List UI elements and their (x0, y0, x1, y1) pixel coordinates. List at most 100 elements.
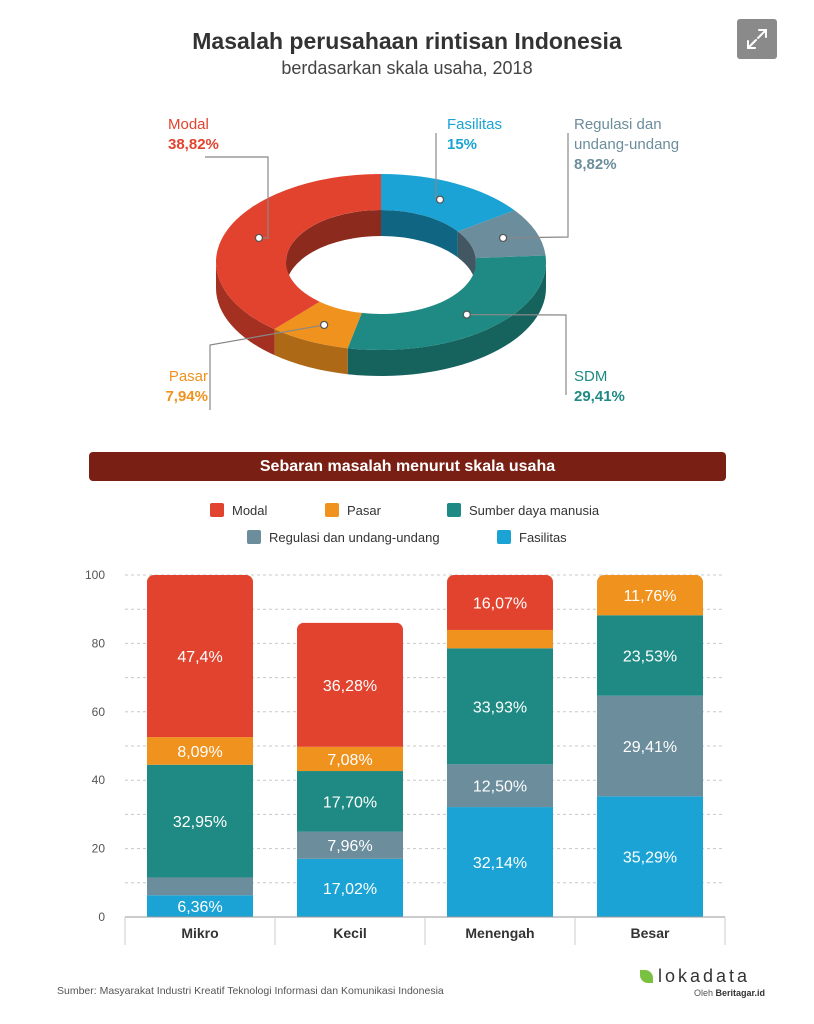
bar-value-label: 35,29% (623, 850, 677, 867)
donut-label-value: 38,82% (168, 136, 219, 153)
donut-label-sdm: SDM 29,41% (574, 367, 625, 407)
donut-slice-sdm (347, 255, 546, 350)
bar-value-label: 6,36% (177, 899, 222, 916)
donut-label-name: Pasar (168, 368, 208, 385)
donut-label-modal: Modal 38,82% (168, 115, 219, 155)
leaf-icon (640, 970, 653, 983)
bar-value-label: 33,93% (473, 699, 527, 716)
donut-label-fasilitas: Fasilitas 15% (447, 115, 502, 155)
legend-swatch-regulasi (247, 530, 261, 544)
bar-segment-sdm (447, 648, 553, 765)
legend-label: Regulasi dan undang-undang (269, 530, 440, 545)
donut-side-modal (216, 262, 275, 356)
bar-segment-fasilitas (597, 796, 703, 917)
donut-inner-regulasi (457, 231, 476, 285)
donut-label-value: 29,41% (574, 388, 625, 405)
bar-segment-sdm (147, 764, 253, 878)
donut-label-value: 8,82% (574, 156, 617, 173)
bar-value-label: 32,95% (173, 814, 227, 831)
chart-subtitle: berdasarkan skala usaha, 2018 (281, 58, 533, 78)
donut-label-name: Fasilitas (447, 116, 503, 133)
y-tick-label: 100 (85, 568, 105, 582)
brand-by-prefix: Oleh (693, 988, 713, 998)
donut-label-pasar: Pasar 7,94% (158, 367, 208, 407)
y-tick-label: 80 (92, 636, 106, 650)
bar-stack (447, 575, 553, 917)
bar-segment-modal (447, 575, 553, 630)
source-note: Sumber: Masyarakat Industri Kreatif Tekn… (57, 985, 444, 997)
donut-slice-pasar (274, 301, 362, 349)
bar-segment-fasilitas (147, 895, 253, 917)
x-tick-label: Kecil (333, 925, 366, 941)
bar-value-label: 16,07% (473, 595, 527, 612)
leader-line-sdm (466, 313, 567, 395)
bar-value-label: 7,96% (327, 838, 372, 855)
donut-label-name: Modal (168, 116, 209, 133)
y-tick-label: 60 (92, 705, 106, 719)
y-tick-label: 40 (92, 773, 106, 787)
brand-byline: Oleh Beritagar.id (640, 988, 765, 998)
legend-item-sdm: Sumber daya manusia (447, 503, 599, 519)
legend-swatch-sdm (447, 503, 461, 517)
bar-value-label: 47,4% (177, 649, 222, 666)
bar-segment-pasar (447, 629, 553, 649)
donut-side-pasar (274, 329, 348, 375)
chart-title: Masalah perusahaan rintisan Indonesia (192, 28, 622, 54)
donut-label-value: 15% (447, 136, 478, 153)
y-tick-label: 20 (92, 842, 106, 856)
donut-label-regulasi: Regulasi dan undang-undang 8,82% (574, 115, 679, 175)
bar-segment-sdm (597, 615, 703, 696)
bar-value-label: 23,53% (623, 648, 677, 665)
leader-dot-fasilitas (435, 195, 445, 204)
legend-label: Pasar (347, 503, 381, 518)
bar-stack (597, 575, 703, 917)
donut-inner-modal (286, 210, 381, 288)
leader-dot-regulasi (498, 233, 508, 243)
bar-value-label: 12,50% (473, 779, 527, 796)
legend-label: Fasilitas (519, 530, 567, 545)
donut-inner-fasilitas (381, 210, 458, 258)
leader-dot-pasar (320, 320, 329, 330)
legend-swatch-fasilitas (497, 530, 511, 544)
donut-label-name-line1: Regulasi dan (574, 116, 662, 133)
bar-segment-regulasi (447, 764, 553, 808)
leader-line-modal (205, 156, 269, 239)
bar-segment-regulasi (597, 695, 703, 797)
brand-name: lokadata (640, 966, 765, 987)
donut-label-value: 7,94% (165, 388, 208, 405)
bar-chart-title-banner: Sebaran masalah menurut skala usaha (89, 452, 726, 481)
brand-logo: lokadata Oleh Beritagar.id (640, 966, 765, 998)
brand-by-name: Beritagar.id (715, 988, 765, 998)
leader-dot-sdm (462, 310, 471, 319)
bar-segment-sdm (297, 771, 403, 832)
expand-button[interactable] (737, 19, 777, 59)
y-tick-label: 0 (98, 910, 105, 924)
donut-slice-fasilitas (381, 174, 515, 232)
donut-slice-modal (216, 174, 381, 330)
bar-value-label: 36,28% (323, 678, 377, 695)
x-tick-label: Mikro (181, 925, 218, 941)
donut-label-name: SDM (574, 368, 608, 385)
bar-value-label: 17,70% (323, 794, 377, 811)
legend-label: Modal (232, 503, 268, 518)
bar-stack (147, 575, 253, 917)
donut-side-sdm (347, 262, 546, 376)
legend-swatch-modal (210, 503, 224, 517)
stacked-bar-chart: 6,36% 32,95% 8,09% 47,4% 17,02% 7,96% 17,70% 7,… (85, 568, 726, 945)
brand-wordmark: lokadata (658, 966, 751, 986)
bar-value-label: 29,41% (623, 739, 677, 756)
bar-segment-modal (147, 575, 253, 738)
bar-segment-pasar (147, 737, 253, 765)
leader-dot-modal (254, 233, 264, 243)
bar-segment-pasar (297, 746, 403, 772)
legend-item-modal: Modal (210, 503, 267, 519)
expand-icon (747, 29, 767, 49)
legend-item-pasar: Pasar (325, 503, 381, 519)
legend-item-regulasi: Regulasi dan undang-undang (247, 530, 440, 546)
bar-segment-fasilitas (297, 858, 403, 917)
donut-label-name-line2: undang-undang (574, 136, 680, 153)
bar-value-label: 17,02% (323, 881, 377, 898)
donut-chart (205, 133, 569, 410)
x-tick-label: Menengah (465, 925, 534, 941)
legend-swatch-pasar (325, 503, 339, 517)
